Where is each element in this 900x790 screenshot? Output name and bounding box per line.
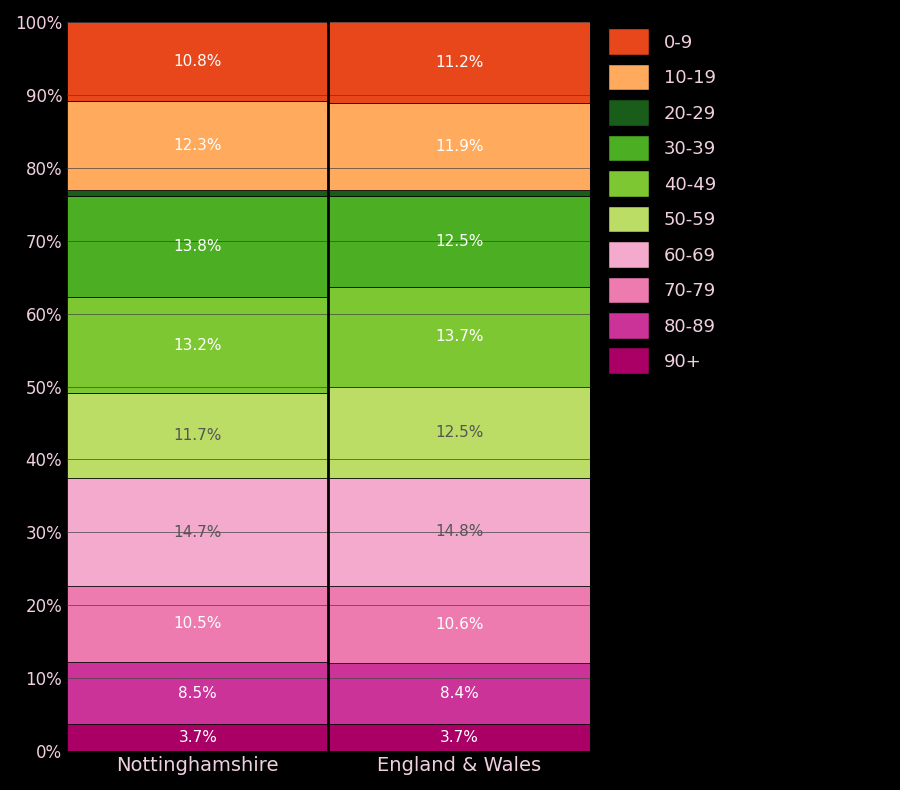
Text: 12.5%: 12.5% xyxy=(435,425,483,440)
Bar xyxy=(68,101,328,190)
Text: 8.5%: 8.5% xyxy=(178,686,217,701)
Text: 11.9%: 11.9% xyxy=(435,139,483,154)
Text: 10.6%: 10.6% xyxy=(435,617,483,632)
Text: 13.8%: 13.8% xyxy=(174,239,222,254)
Text: 10.5%: 10.5% xyxy=(174,616,222,631)
Text: 13.7%: 13.7% xyxy=(435,329,483,344)
Text: 13.2%: 13.2% xyxy=(174,337,222,352)
Text: 11.2%: 11.2% xyxy=(435,55,483,70)
Bar xyxy=(328,21,590,103)
Text: 14.7%: 14.7% xyxy=(174,525,222,540)
Text: 12.5%: 12.5% xyxy=(435,234,483,249)
Text: 11.7%: 11.7% xyxy=(174,428,222,443)
Bar xyxy=(68,479,328,585)
Bar xyxy=(68,196,328,297)
Bar xyxy=(68,393,328,479)
Text: 10.8%: 10.8% xyxy=(174,54,222,69)
Bar xyxy=(68,297,328,393)
Bar xyxy=(328,585,590,663)
Legend: 0-9, 10-19, 20-29, 30-39, 40-49, 50-59, 60-69, 70-79, 80-89, 90+: 0-9, 10-19, 20-29, 30-39, 40-49, 50-59, … xyxy=(604,24,721,379)
Bar xyxy=(328,724,590,751)
Bar xyxy=(328,386,590,478)
Bar xyxy=(68,724,328,751)
Bar xyxy=(68,585,328,662)
Text: 3.7%: 3.7% xyxy=(440,730,479,745)
Bar xyxy=(328,663,590,724)
Text: 3.7%: 3.7% xyxy=(178,730,217,745)
Bar xyxy=(68,662,328,724)
Text: 12.3%: 12.3% xyxy=(174,138,222,153)
Bar xyxy=(328,478,590,585)
Bar xyxy=(328,190,590,196)
Bar xyxy=(68,22,328,101)
Text: 14.8%: 14.8% xyxy=(435,525,483,539)
Bar xyxy=(328,103,590,190)
Text: 8.4%: 8.4% xyxy=(440,686,479,701)
Bar xyxy=(328,287,590,386)
Bar xyxy=(328,196,590,287)
Bar xyxy=(68,190,328,196)
